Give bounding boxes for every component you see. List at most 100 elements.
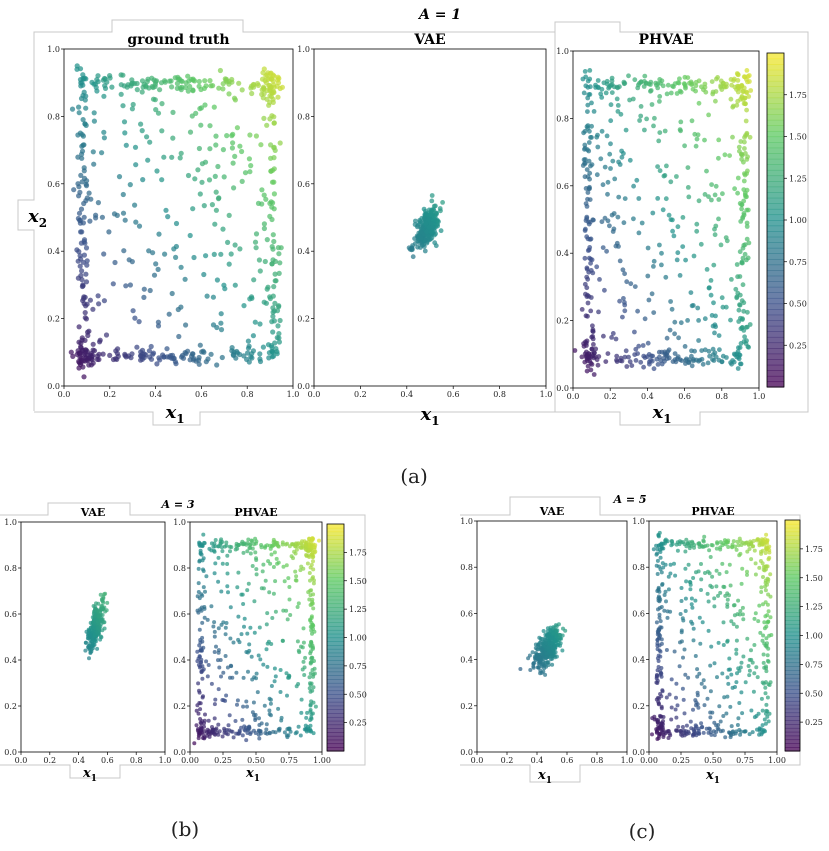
scatter-point (270, 329, 276, 335)
scatter-point (101, 129, 107, 135)
scatter-point (710, 346, 716, 352)
scatter-point (545, 645, 550, 650)
scatter-point (656, 718, 661, 723)
scatter-point (657, 354, 662, 360)
scatter-point (742, 101, 748, 107)
y-tick-label: 0.0 (632, 748, 645, 757)
scatter-point (424, 229, 429, 235)
scatter-point (584, 368, 590, 374)
colorbar-segment (327, 622, 344, 627)
scatter-point (731, 539, 736, 544)
scatter-point (258, 142, 264, 148)
scatter-point (255, 690, 260, 695)
scatter-point (684, 537, 689, 542)
scatter-point (277, 140, 283, 146)
colorbar-segment (767, 264, 784, 271)
colorbar-tick-label: 1.75 (805, 545, 823, 554)
scatter-point (122, 217, 128, 223)
x-tick-label: 0.8 (493, 390, 506, 399)
scatter-point (244, 738, 249, 743)
scatter-point (683, 609, 688, 613)
scatter-point (768, 572, 773, 577)
scatter-point (226, 261, 232, 267)
scatter-point (235, 702, 239, 707)
scatter-point (155, 266, 161, 272)
scatter-point (684, 723, 689, 728)
scatter-point (766, 719, 771, 724)
scatter-point (584, 167, 590, 173)
colorbar-segment (785, 570, 800, 575)
scatter-point (679, 599, 684, 603)
scatter-point (622, 354, 628, 360)
colorbar-segment (785, 627, 800, 633)
scatter-point (82, 97, 88, 103)
scatter-point (584, 234, 590, 240)
scatter-point (88, 651, 93, 655)
y-tick-label: 0.0 (4, 748, 17, 757)
scatter-point (683, 566, 688, 571)
x-tick-label: 0.2 (604, 392, 617, 401)
scatter-point (78, 273, 84, 279)
scatter-point (196, 566, 201, 571)
scatter-point (179, 354, 185, 360)
scatter-point (110, 281, 116, 287)
scatter-point (553, 650, 558, 655)
scatter-point (190, 206, 196, 212)
y-tick-label: 0.2 (4, 702, 17, 711)
scatter-point (203, 83, 209, 89)
colorbar-segment (767, 125, 784, 132)
scatter-point (764, 567, 768, 572)
scatter-point (272, 550, 277, 555)
scatter-point (220, 226, 226, 232)
scatter-point (219, 674, 223, 679)
scatter-point (248, 542, 253, 547)
scatter-point (75, 154, 81, 160)
scatter-point (612, 176, 618, 182)
scatter-point (271, 179, 277, 185)
colorbar-segment (785, 566, 800, 571)
scatter-point (262, 703, 267, 708)
caption-a: (a) (400, 464, 428, 488)
colorbar-segment (327, 698, 344, 703)
scatter-point (711, 729, 716, 734)
scatter-point (410, 254, 416, 260)
scatter-point (156, 231, 162, 237)
scatter-point (277, 726, 282, 731)
scatter-point (695, 690, 700, 695)
scatter-point (211, 727, 215, 732)
scatter-point (582, 281, 588, 287)
scatter-point (644, 116, 649, 122)
scatter-point (753, 561, 758, 566)
scatter-point (683, 549, 688, 554)
x-tick-label: 1.0 (753, 392, 766, 401)
colorbar-segment (327, 618, 344, 623)
scatter-point (551, 631, 556, 636)
scatter-point (113, 348, 119, 354)
scatter-point (668, 90, 674, 96)
scatter-point (299, 564, 304, 569)
xlabel-c2: x1 (705, 768, 720, 786)
scatter-point (632, 77, 638, 83)
scatter-point (678, 612, 683, 616)
scatter-point (92, 642, 97, 647)
scatter-point (584, 352, 590, 358)
scatter-point (268, 70, 274, 76)
plot-frame (476, 520, 628, 753)
scatter-point (672, 649, 677, 654)
scatter-point (209, 681, 214, 686)
colorbar-segment (785, 527, 800, 533)
scatter-point (271, 591, 276, 596)
scatter-point (650, 210, 656, 216)
scatter-point (732, 613, 737, 618)
scatter-point (88, 196, 94, 202)
colorbar-segment (767, 270, 784, 277)
scatter-point (739, 325, 745, 330)
scatter-point (657, 648, 662, 653)
scatter-point (234, 125, 240, 131)
scatter-point (740, 605, 745, 610)
scatter-point (737, 201, 743, 206)
scatter-point (756, 619, 761, 624)
scatter-point (720, 561, 725, 566)
scatter-point (586, 221, 592, 227)
scatter-point (677, 664, 682, 669)
